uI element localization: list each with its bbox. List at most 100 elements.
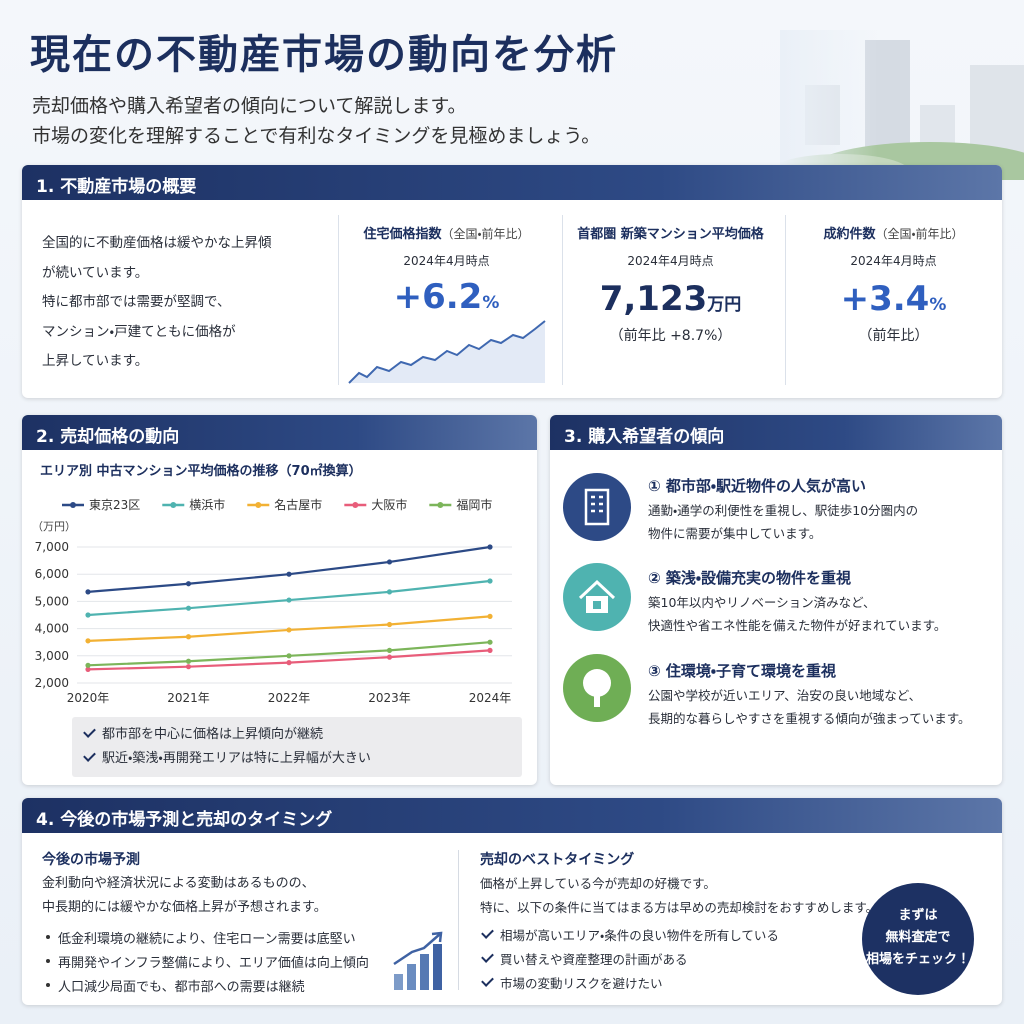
growth-icon [393,931,443,990]
buyer-panel: 3. 購入希望者の傾向 ① 都市部・駅近物件の人気が高い 通勤・通学の利便性を重… [550,415,1002,785]
kpi-title: 成約件数 [823,227,876,242]
data-point [286,660,292,666]
data-point [386,559,393,565]
section-heading: 3. 購入希望者の傾向 [550,415,1002,450]
kpi-card: 住宅価格指数（全国・前年比） 2024年4月時点 +6.2% [338,215,554,385]
summary-line: 全国的に不動産価格は緩やかな上昇傾 [42,235,272,251]
kpi-card: 首都圏 新築マンション平均価格 2024年4月時点 7,123万円 （前年比 +… [562,215,778,385]
item-text: 公園や学校が近いエリア、治安の良い地域など、 長期的な暮らしやすさを重視する傾向が… [648,684,971,730]
data-point [386,647,393,653]
kpi-value: 7,123 [599,279,708,319]
kpi-title: 住宅価格指数 [363,227,442,242]
bullet: 低金利環境の継続により、住宅ローン需要は底堅い [42,928,369,952]
x-tick-label: 2023年 [368,691,411,705]
line-chart: エリア別 中古マンション平均価格の推移（70㎡換算） （万円） 2,000 3,000… [32,463,512,705]
item-title: ① 都市部・駅近物件の人気が高い [648,477,867,495]
building-icon [563,473,631,541]
data-point [286,597,292,603]
divider [458,850,459,990]
forecast-column: 今後の市場予測 金利動向や経済状況による変動はあるものの、 中長期的には緩やかな… [42,848,369,1000]
legend-label: 東京23区 [89,498,140,512]
house-icon [563,563,631,631]
data-point [85,662,91,668]
badge-line: 相場をチェック！ [865,952,970,967]
kpi-unit: % [929,295,947,315]
kpi-sub: （前年比） [858,328,929,344]
data-point [487,639,493,645]
item-line: 築10年以内やリノベーション済みなど、 [648,595,876,610]
city-illustration [780,30,1024,180]
sparkline [348,320,546,384]
overview-panel: 1. 不動産市場の概要 全国的に不動産価格は緩やかな上昇傾 が続いています。 特… [22,165,1002,398]
item-line: 公園や学校が近いエリア、治安の良い地域など、 [648,688,922,703]
item-title: ② 築浅・設備充実の物件を重視 [648,569,852,587]
series-line [87,545,491,593]
item-title: ③ 住環境・子育て環境を重視 [648,662,837,680]
kpi-note: （全国・前年比） [875,227,964,241]
subtitle: 市場の変化を理解することで有利なタイミングを見極めましょう。 [32,125,601,147]
check-box: 都市部を中心に価格は上昇傾向が継続 駅近・築浅・再開発エリアは特に上昇幅が大きい [72,717,522,777]
tree-icon [563,654,631,722]
data-point [487,578,493,584]
kpi-date: 2024年4月時点 [403,254,490,268]
data-point [85,638,91,644]
summary-line: が続いています。 [42,264,149,281]
kpi-date: 2024年4月時点 [850,254,937,268]
badge-line: まずは [898,908,938,923]
data-point [286,653,292,659]
y-tick-label: 3,000 [35,649,69,663]
legend-swatch [352,502,359,508]
legend-label: 福岡市 [456,497,492,512]
price-panel: 2. 売却価格の動向 エリア別 中古マンション平均価格の推移（70㎡換算） （万円… [22,415,537,785]
data-point [85,666,91,672]
summary-line: 特に都市部では需要が堅調で、 [42,294,231,310]
check-item: 都市部を中心に価格は上昇傾向が継続 [82,723,512,747]
item-line: 通勤・通学の利便性を重視し、駅徒歩10分圏内の [648,503,919,518]
data-point [85,612,91,618]
data-point [185,658,192,664]
legend-label: 名古屋市 [274,497,322,512]
item-text: 築10年以内やリノベーション済みなど、 快適性や省エネ性能を備えた物件が好まれてい… [648,591,946,637]
x-tick-label: 2024年 [469,691,512,705]
section-heading: 2. 売却価格の動向 [22,415,537,450]
data-point [386,621,393,628]
summary-line: マンション・戸建てともに価格が [42,323,236,340]
legend-swatch [437,502,444,508]
x-tick-label: 2022年 [268,691,311,705]
summary: 全国的に不動産価格は緩やかな上昇傾 が続いています。 特に都市部では需要が堅調で… [42,229,272,377]
cta-badge[interactable]: まずは 無料査定で 相場をチェック！ [862,883,974,995]
timing-column: 売却のベストタイミング 価格が上昇している今が売却の好機です。 特に、以下の条件… [480,848,878,996]
kpi-value: +6.2 [393,277,483,317]
y-tick-label: 4,000 [35,622,69,636]
kpi-note: （全国・前年比） [441,227,530,241]
y-tick-label: 7,000 [35,540,69,554]
legend-label: 大阪市 [371,498,407,512]
legend-swatch [70,502,76,508]
subtitle: 売却価格や購入希望者の傾向について解説します。 [32,95,467,117]
section-heading: 1. 不動産市場の概要 [22,165,1002,200]
data-point [487,647,493,653]
summary-line: 上昇しています。 [42,353,149,369]
x-tick-label: 2020年 [67,691,110,705]
check-item: 市場の変動リスクを避けたい [480,972,878,996]
column-line: 金利動向や経済状況による変動はあるものの、 [42,876,315,891]
check-item: 駅近・築浅・再開発エリアは特に上昇幅が大きい [82,747,512,771]
badge-line: 無料査定で [885,930,951,945]
kpi-date: 2024年4月時点 [627,254,714,268]
data-point [487,544,493,550]
column-line: 価格が上昇している今が売却の好機です。 [480,876,716,891]
item-text: 通勤・通学の利便性を重視し、駅徒歩10分圏内の 物件に需要が集中しています。 [648,499,918,545]
chart-title: エリア別 中古マンション平均価格の推移（70㎡換算） [40,463,362,479]
column-title: 今後の市場予測 [42,852,140,868]
kpi-sub: （前年比 +8.7%） [609,328,732,344]
data-point [286,627,292,633]
y-tick-label: 6,000 [35,567,69,581]
kpi-unit: % [482,293,500,313]
data-point [185,664,192,670]
kpi-value: +3.4 [840,279,930,319]
page-title: 現在の不動産市場の動向を分析 [30,31,618,78]
data-point [185,581,192,587]
column-title: 売却のベストタイミング [480,852,635,868]
x-tick-label: 2021年 [167,691,210,705]
